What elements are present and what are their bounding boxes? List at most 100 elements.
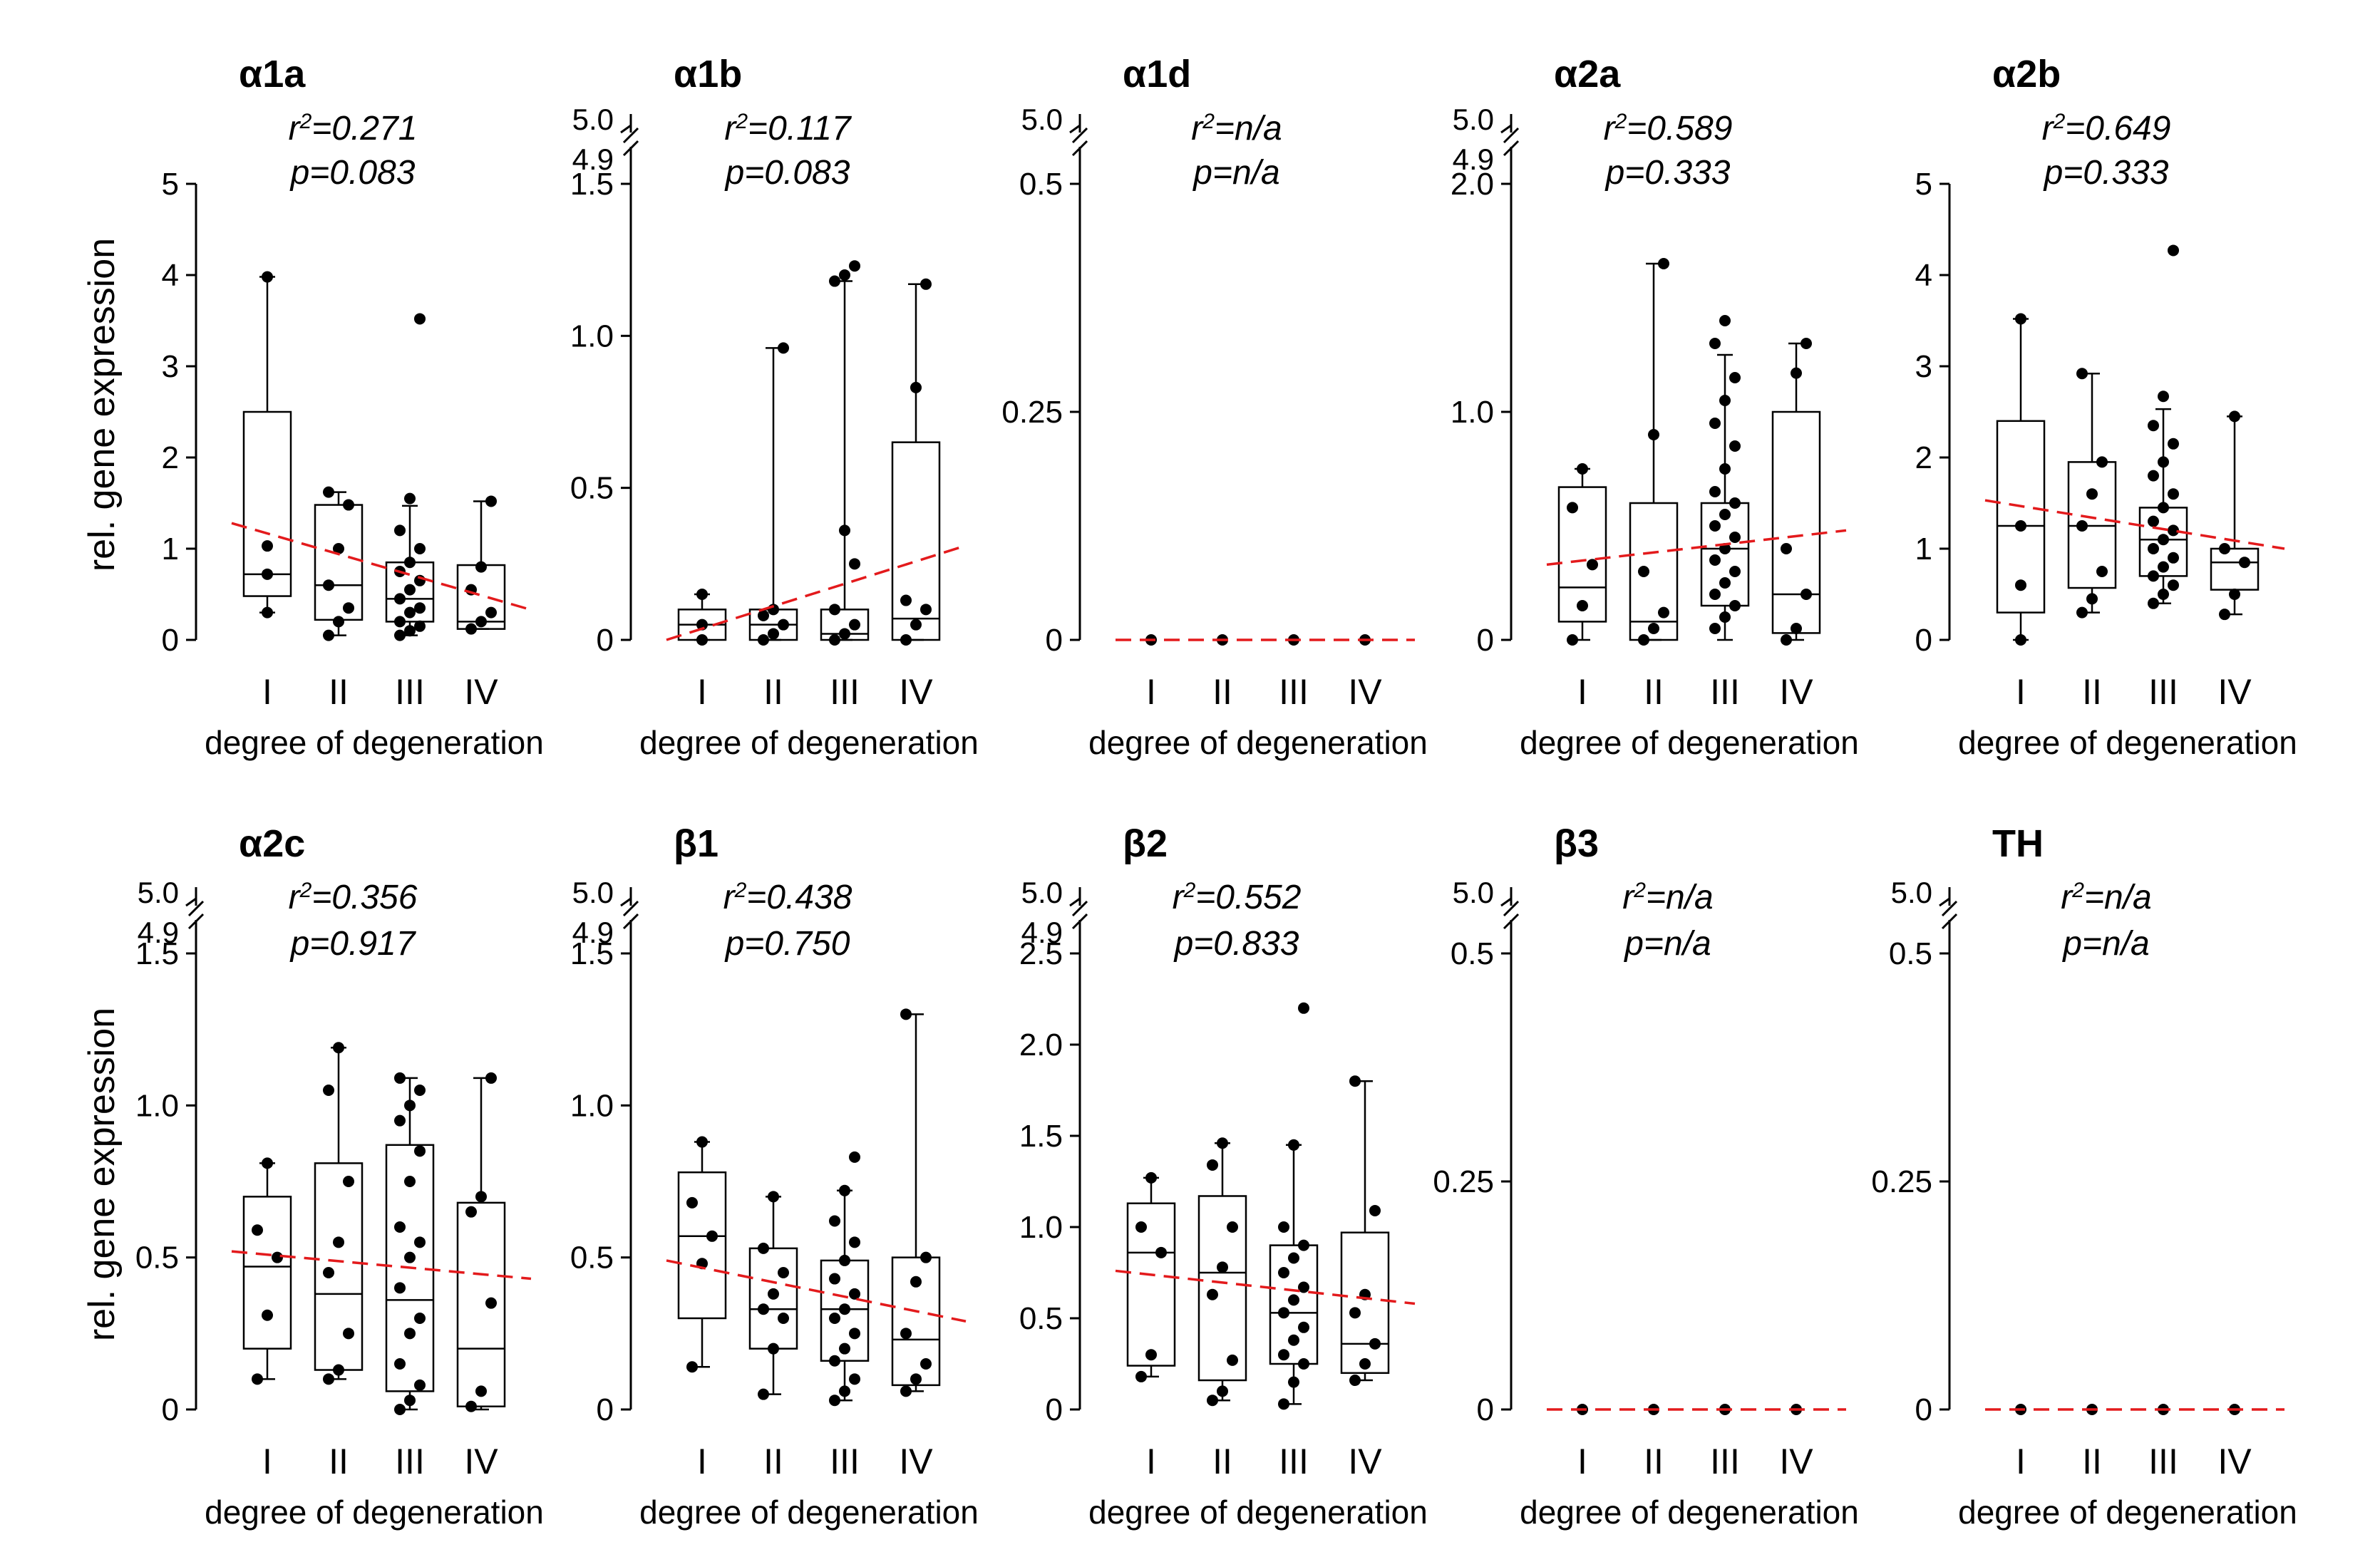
x-axis-label: degree of degeneration — [1520, 1494, 1859, 1531]
data-point — [900, 1008, 912, 1020]
p-value-label: p=0.750 — [724, 925, 850, 963]
iqr-box — [385, 1144, 435, 1392]
data-point — [2229, 410, 2240, 423]
data-point — [485, 495, 497, 507]
data-point — [758, 609, 769, 621]
r-squared-label: r2=n/a — [1622, 879, 1713, 917]
data-point — [394, 616, 406, 628]
iqr-box — [1629, 502, 1679, 641]
data-point — [1217, 1385, 1228, 1397]
y-tick-label: 1.5 — [1019, 1119, 1063, 1154]
data-point — [1801, 589, 1812, 600]
p-value-label: p=0.833 — [1173, 925, 1299, 963]
x-category-label: II — [2082, 672, 2102, 712]
data-point — [778, 1313, 789, 1324]
r-squared-superscript: 2 — [299, 110, 312, 133]
r-squared-superscript: 2 — [1183, 879, 1196, 902]
y-tick-label: 0 — [162, 1392, 179, 1427]
x-category-label: I — [262, 1442, 272, 1481]
y-break-label-high: 5.0 — [1453, 876, 1494, 909]
data-point — [2015, 313, 2026, 325]
chart-title: α1a — [239, 53, 306, 95]
data-point — [2239, 557, 2250, 569]
x-category-label: IV — [1779, 672, 1813, 712]
data-point — [839, 1342, 850, 1355]
y-tick-label: 1.5 — [135, 936, 179, 971]
y-tick-label: 0.25 — [1433, 1164, 1494, 1199]
x-category-label: III — [395, 672, 425, 712]
chart-title: β3 — [1554, 822, 1599, 865]
data-point — [1298, 1281, 1309, 1293]
data-point — [2158, 589, 2169, 600]
data-point — [262, 568, 273, 580]
iqr-box — [1771, 410, 1821, 634]
x-category-label: III — [1279, 672, 1309, 712]
x-category-label: II — [329, 672, 349, 712]
data-point — [323, 579, 334, 591]
data-point — [2086, 488, 2098, 500]
data-point — [1278, 1221, 1289, 1233]
data-point — [1729, 497, 1741, 509]
x-category-label: I — [697, 1442, 707, 1481]
box-plot-IV — [891, 278, 941, 646]
iqr-box — [1269, 1244, 1319, 1365]
x-axis-label: degree of degeneration — [205, 724, 544, 761]
data-point — [2158, 456, 2169, 468]
y-break-label-high: 5.0 — [1021, 876, 1063, 909]
data-point — [2229, 589, 2240, 600]
data-point — [1567, 634, 1578, 646]
data-point — [1648, 623, 1659, 634]
box-plot-III — [1700, 315, 1750, 641]
data-point — [2158, 534, 2169, 546]
data-point — [394, 1404, 406, 1415]
r-squared-label: r2=0.117 — [724, 110, 852, 148]
iqr-box — [1340, 1231, 1390, 1375]
x-category-label: IV — [1348, 672, 1382, 712]
data-point — [343, 499, 354, 511]
box-plot-II — [1629, 258, 1679, 646]
data-point — [829, 634, 840, 646]
data-point — [394, 1072, 406, 1084]
y-tick-label: 3 — [162, 349, 179, 384]
x-category-label: II — [763, 1442, 783, 1481]
data-point — [1349, 1307, 1361, 1319]
data-point — [696, 1136, 708, 1148]
r-squared-label: r2=0.649 — [2042, 110, 2171, 148]
data-point — [394, 629, 406, 641]
y-tick-label: 0.5 — [1451, 936, 1494, 971]
x-category-label: IV — [899, 672, 933, 712]
box-plot-I — [1126, 1171, 1176, 1382]
box-plot-IV — [1771, 338, 1821, 646]
data-point — [414, 602, 426, 614]
data-point — [465, 1206, 477, 1218]
y-axis-label: rel. gene expression — [81, 1008, 123, 1341]
data-point — [758, 1388, 769, 1400]
y-tick-label: 0 — [597, 623, 614, 658]
data-point — [1658, 258, 1669, 269]
data-point — [333, 616, 344, 628]
data-point — [252, 1373, 263, 1385]
data-point — [1227, 1221, 1238, 1233]
r-squared-superscript: 2 — [299, 879, 312, 902]
y-tick-label: 0 — [1046, 623, 1063, 658]
axis-break-mark — [1503, 127, 1520, 144]
data-point — [849, 1328, 860, 1340]
data-point — [920, 278, 932, 290]
data-point — [404, 625, 416, 637]
data-point — [262, 540, 273, 552]
box-plot-II — [748, 1191, 798, 1400]
x-axis-label: degree of degeneration — [1088, 1494, 1428, 1531]
iqr-box — [242, 410, 292, 597]
x-category-label: IV — [2217, 672, 2252, 712]
data-point — [323, 629, 334, 641]
y-tick-label: 5 — [162, 167, 179, 202]
iqr-box — [314, 504, 364, 621]
data-point — [2148, 515, 2159, 527]
data-point — [839, 1254, 850, 1266]
data-point — [1729, 372, 1741, 383]
y-tick-label: 0 — [162, 623, 179, 658]
data-point — [1349, 1375, 1361, 1387]
y-tick-label: 1.0 — [570, 319, 614, 353]
data-point — [1791, 367, 1802, 379]
